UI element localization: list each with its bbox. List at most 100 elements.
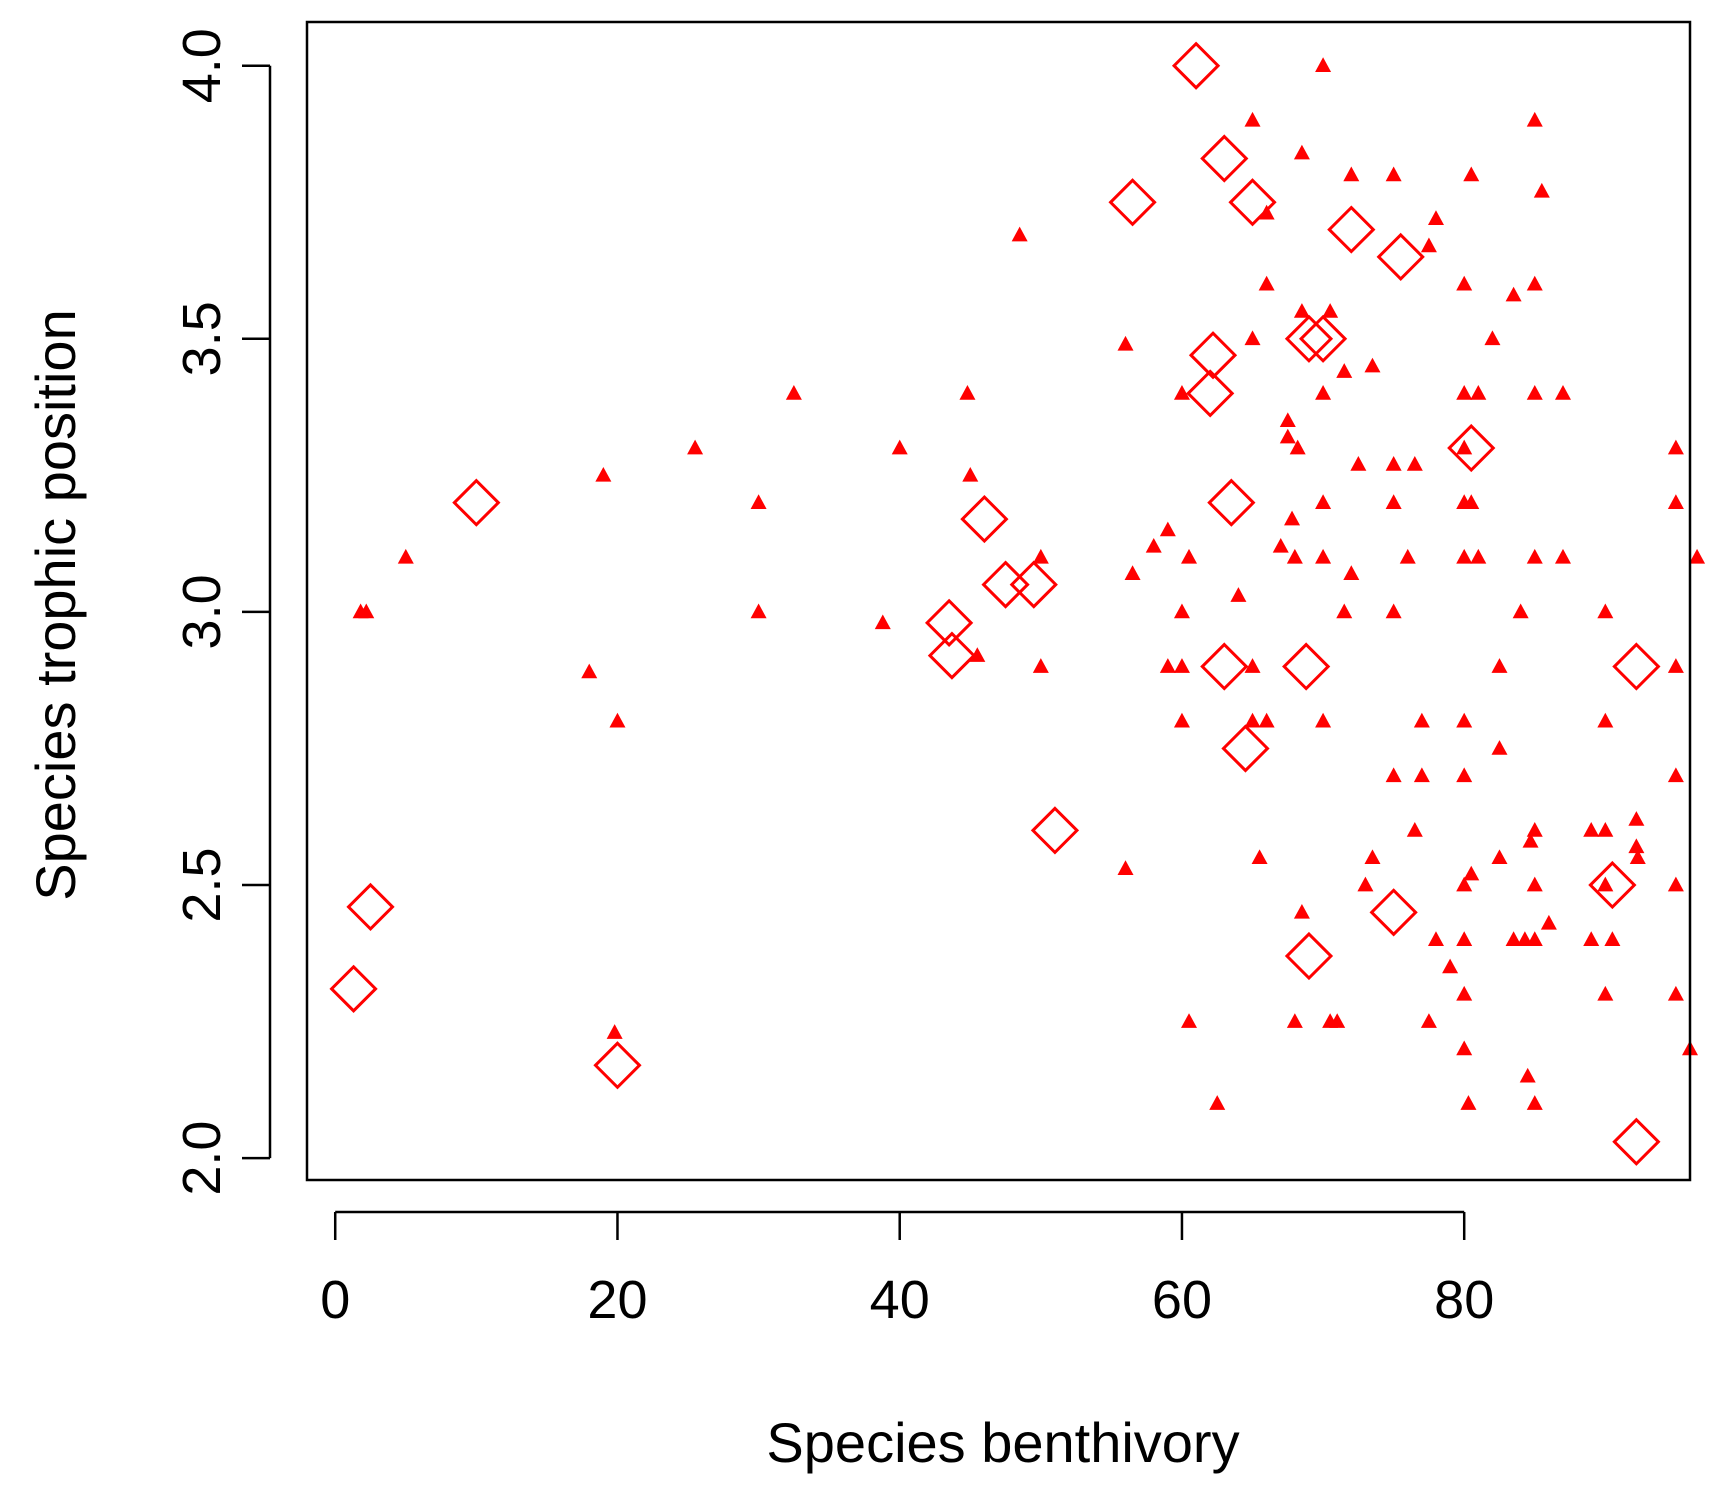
triangle-point — [1406, 822, 1423, 837]
triangle-point — [1385, 767, 1402, 783]
x-axis-title: Species benthivory — [766, 1411, 1239, 1474]
triangle-point — [1336, 603, 1353, 619]
triangle-point — [1628, 811, 1645, 826]
triangle-point — [1173, 658, 1190, 673]
triangle-point — [358, 603, 375, 619]
triangle-point — [1286, 548, 1303, 564]
diamond-point — [452, 478, 501, 527]
triangle-point — [1364, 849, 1381, 865]
triangle-point — [750, 603, 767, 619]
triangle-point — [785, 385, 802, 400]
triangle-point — [1629, 849, 1646, 865]
triangle-point — [1117, 335, 1134, 351]
triangle-point — [1667, 985, 1684, 1001]
triangle-point — [1491, 740, 1508, 755]
triangle-point — [1505, 931, 1522, 946]
triangle-point — [1583, 822, 1600, 837]
triangle-point — [1385, 494, 1402, 509]
triangle-point — [1258, 275, 1275, 291]
triangle-point — [1526, 931, 1543, 946]
diamond-point — [1298, 314, 1348, 363]
diamond-point — [1282, 642, 1331, 691]
triangle-point — [1505, 286, 1522, 302]
diamond-point — [1030, 806, 1080, 855]
triangle-point — [1357, 876, 1374, 892]
triangle-point — [1173, 385, 1190, 400]
triangle-point — [891, 439, 908, 455]
diamond-point — [924, 598, 974, 647]
triangle-point — [1315, 494, 1332, 509]
diamond-point — [346, 882, 395, 932]
triangle-point — [1420, 237, 1437, 253]
triangle-point — [1554, 385, 1571, 400]
triangle-point — [1364, 357, 1381, 373]
triangle-point — [1399, 548, 1416, 564]
triangle-point — [1540, 914, 1557, 930]
triangle-point — [1315, 385, 1332, 400]
triangle-point — [1032, 548, 1049, 564]
triangle-point — [1289, 439, 1306, 455]
diamond-point — [1228, 178, 1277, 227]
triangle-point — [1463, 494, 1480, 509]
triangle-point — [1526, 111, 1543, 127]
triangle-point — [1181, 1013, 1198, 1028]
x-axis: 0 20 40 60 80 — [320, 1210, 1494, 1330]
triangle-point — [595, 466, 612, 482]
x-tick-label: 80 — [1434, 1270, 1494, 1330]
triangle-point — [1173, 603, 1190, 619]
triangle-point — [1456, 985, 1473, 1001]
diamond-point — [1108, 178, 1157, 227]
diamond-point — [960, 494, 1009, 544]
triangle-point — [1173, 712, 1190, 728]
diamond-point — [1284, 931, 1334, 981]
triangle-point — [1385, 166, 1402, 182]
triangle-point — [1385, 456, 1402, 471]
diamond-point — [329, 964, 378, 1013]
triangle-point — [1350, 456, 1367, 471]
y-tick-label: 3.5 — [172, 301, 232, 376]
triangle-point — [1456, 767, 1473, 783]
triangle-point — [397, 548, 414, 564]
triangle-point — [1279, 428, 1296, 444]
triangle-point — [1011, 226, 1028, 242]
triangle-point — [1463, 865, 1480, 881]
triangle-point — [1667, 494, 1684, 509]
diamond-point — [1188, 331, 1238, 380]
triangle-point — [1315, 548, 1332, 564]
diamond-point — [1200, 134, 1249, 183]
triangle-point — [1491, 658, 1508, 673]
triangle-point — [1315, 57, 1332, 72]
triangle-point — [1526, 822, 1543, 837]
triangle-point — [1597, 985, 1614, 1001]
triangle-point — [609, 712, 626, 728]
diamond-point — [1612, 642, 1661, 691]
triangle-point — [1413, 712, 1430, 728]
triangle-point — [1244, 712, 1261, 728]
diamond-point — [1327, 205, 1376, 254]
y-tick-label: 2.0 — [172, 1121, 232, 1196]
triangle-point — [1470, 385, 1487, 400]
triangle-point — [1209, 1095, 1226, 1110]
triangle-point — [1456, 275, 1473, 291]
diamond-point — [593, 1041, 642, 1090]
triangle-point — [1526, 1095, 1543, 1110]
plot-frame — [305, 20, 1692, 1182]
triangle-point — [1336, 363, 1353, 378]
triangle-point — [1315, 712, 1332, 728]
x-tick-label: 60 — [1152, 1270, 1212, 1330]
diamond-point — [1447, 423, 1496, 473]
triangle-point — [1512, 603, 1529, 619]
triangle-point — [1597, 603, 1614, 619]
triangle-point — [1554, 548, 1571, 564]
triangle-point — [1293, 903, 1310, 919]
triangle-point — [1526, 385, 1543, 400]
diamond-point — [1284, 314, 1334, 363]
diamond-point — [1207, 478, 1256, 527]
triangle-point — [1032, 658, 1049, 673]
triangle-point — [1420, 1013, 1437, 1028]
triangle-point — [1463, 166, 1480, 182]
triangle-point — [1159, 658, 1176, 673]
triangle-point — [1456, 931, 1473, 946]
triangle-point — [1597, 712, 1614, 728]
